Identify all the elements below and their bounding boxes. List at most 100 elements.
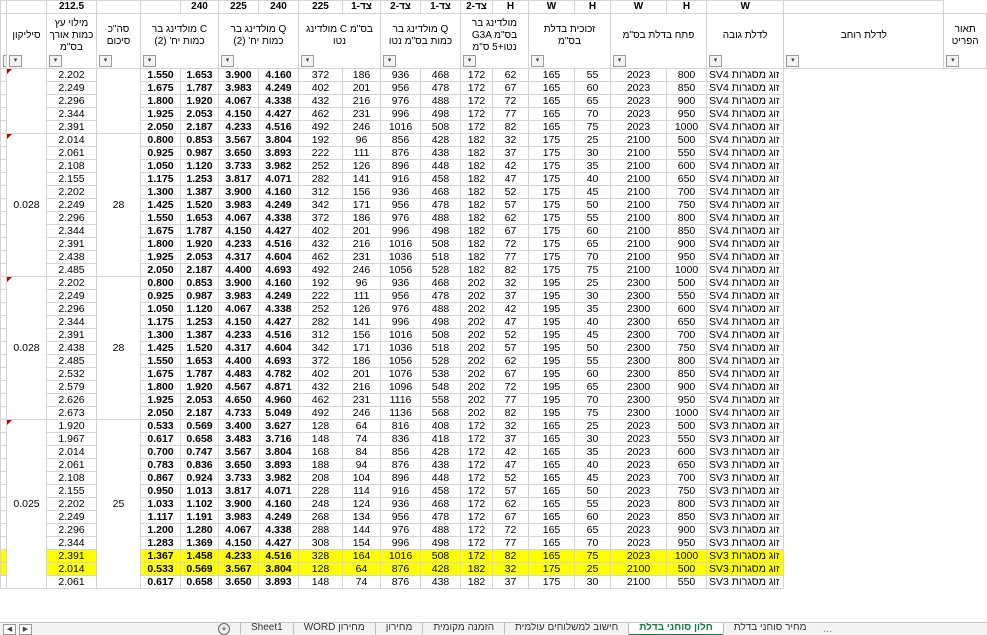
value-cell[interactable]: 1096 — [380, 380, 421, 394]
value-cell[interactable]: 548 — [420, 380, 461, 394]
milui-cell[interactable]: 2.202 — [46, 185, 97, 199]
value-cell[interactable]: 172 — [460, 497, 493, 511]
header-seh_siqum[interactable]: סה"כ סיכום ▾ — [96, 13, 141, 69]
spreadsheet-grid[interactable]: 212.5240225240225צד-1צד-2צד-1צד-2HWHWHW▾… — [0, 0, 987, 622]
top-cell[interactable] — [6, 0, 47, 14]
value-cell[interactable]: 77 — [492, 536, 529, 550]
value-cell[interactable]: 2.053 — [180, 107, 219, 121]
value-cell[interactable]: 141 — [342, 315, 381, 329]
value-cell[interactable]: 750 — [666, 341, 707, 355]
description-cell[interactable]: זוג מסגרות SV4 — [705, 328, 785, 342]
value-cell[interactable]: 182 — [460, 224, 493, 238]
value-cell[interactable]: 60 — [574, 367, 611, 381]
value-cell[interactable]: 508 — [420, 549, 461, 563]
value-cell[interactable]: 25 — [574, 419, 611, 433]
value-cell[interactable]: 550 — [666, 575, 707, 589]
value-cell[interactable]: 950 — [666, 107, 707, 121]
value-cell[interactable]: 201 — [342, 81, 381, 95]
top-cell[interactable]: צד-2 — [460, 0, 493, 14]
value-cell[interactable]: 172 — [460, 81, 493, 95]
value-cell[interactable]: 2.187 — [180, 406, 219, 420]
description-cell[interactable]: זוג מסגרות SV4 — [705, 185, 785, 199]
value-cell[interactable]: 175 — [528, 159, 575, 173]
value-cell[interactable]: 25 — [574, 562, 611, 576]
value-cell[interactable]: 45 — [574, 328, 611, 342]
value-cell[interactable]: 478 — [420, 198, 461, 212]
value-cell[interactable]: 896 — [380, 159, 421, 173]
description-cell[interactable]: זוג מסגרות SV4 — [705, 224, 785, 238]
description-cell[interactable]: זוג מסגרות SV4 — [705, 133, 785, 147]
value-cell[interactable]: 4.604 — [258, 250, 299, 264]
value-cell[interactable]: 2100 — [610, 237, 667, 251]
description-cell[interactable]: זוג מסגרות SV4 — [705, 211, 785, 225]
value-cell[interactable]: 4.960 — [258, 393, 299, 407]
value-cell[interactable]: 4.483 — [218, 367, 259, 381]
value-cell[interactable]: 550 — [666, 146, 707, 160]
value-cell[interactable]: 165 — [528, 445, 575, 459]
value-cell[interactable]: 488 — [420, 211, 461, 225]
value-cell[interactable]: 2300 — [610, 328, 667, 342]
milui-cell[interactable]: 2.579 — [46, 380, 97, 394]
value-cell[interactable]: 182 — [460, 159, 493, 173]
value-cell[interactable]: 2023 — [610, 68, 667, 82]
value-cell[interactable]: 0.924 — [180, 471, 219, 485]
value-cell[interactable]: 900 — [666, 380, 707, 394]
top-cell[interactable]: 240 — [180, 0, 219, 14]
value-cell[interactable]: 182 — [460, 237, 493, 251]
milui-cell[interactable]: 2.296 — [46, 302, 97, 316]
value-cell[interactable]: 0.867 — [140, 471, 181, 485]
value-cell[interactable]: 432 — [298, 94, 343, 108]
description-cell[interactable]: זוג מסגרות SV4 — [705, 406, 785, 420]
value-cell[interactable]: 25 — [574, 276, 611, 290]
value-cell[interactable]: 996 — [380, 224, 421, 238]
milui-cell[interactable]: 2.061 — [46, 146, 97, 160]
value-cell[interactable]: 202 — [460, 354, 493, 368]
value-cell[interactable]: 195 — [528, 367, 575, 381]
value-cell[interactable]: 50 — [574, 341, 611, 355]
value-cell[interactable]: 1000 — [666, 406, 707, 420]
value-cell[interactable]: 77 — [492, 107, 529, 121]
value-cell[interactable]: 4.516 — [258, 549, 299, 563]
sheet-tab[interactable]: חלון סוחני בדלת — [628, 623, 723, 635]
value-cell[interactable]: 165 — [528, 120, 575, 134]
value-cell[interactable]: 57 — [492, 484, 529, 498]
value-cell[interactable]: 141 — [342, 172, 381, 186]
value-cell[interactable]: 144 — [342, 523, 381, 537]
value-cell[interactable]: 84 — [342, 445, 381, 459]
value-cell[interactable]: 312 — [298, 328, 343, 342]
value-cell[interactable]: 1.800 — [140, 380, 181, 394]
value-cell[interactable]: 202 — [460, 328, 493, 342]
value-cell[interactable]: 3.567 — [218, 562, 259, 576]
milui-cell[interactable]: 2.391 — [46, 328, 97, 342]
value-cell[interactable]: 876 — [380, 146, 421, 160]
description-cell[interactable]: זוג מסגרות SV3 — [705, 432, 785, 446]
value-cell[interactable]: 518 — [420, 341, 461, 355]
value-cell[interactable]: 448 — [420, 159, 461, 173]
value-cell[interactable]: 950 — [666, 250, 707, 264]
value-cell[interactable]: 52 — [492, 185, 529, 199]
description-cell[interactable]: זוג מסגרות SV3 — [705, 536, 785, 550]
value-cell[interactable]: 836 — [380, 432, 421, 446]
value-cell[interactable]: 202 — [460, 315, 493, 329]
value-cell[interactable]: 55 — [574, 497, 611, 511]
value-cell[interactable]: 996 — [380, 107, 421, 121]
value-cell[interactable]: 402 — [298, 367, 343, 381]
value-cell[interactable]: 252 — [298, 302, 343, 316]
value-cell[interactable]: 175 — [528, 146, 575, 160]
value-cell[interactable]: 35 — [574, 159, 611, 173]
value-cell[interactable]: 72 — [492, 380, 529, 394]
description-cell[interactable]: זוג מסגרות SV4 — [705, 367, 785, 381]
description-cell[interactable]: זוג מסגרות SV4 — [705, 68, 785, 82]
value-cell[interactable]: 0.925 — [140, 146, 181, 160]
value-cell[interactable]: 4.150 — [218, 315, 259, 329]
description-cell[interactable]: זוג מסגרות SV4 — [705, 159, 785, 173]
value-cell[interactable]: 288 — [298, 523, 343, 537]
value-cell[interactable]: 111 — [342, 289, 381, 303]
value-cell[interactable]: 222 — [298, 146, 343, 160]
header-delet-rochav[interactable]: לדלת רוחב ▾ — [783, 13, 945, 69]
top-cell[interactable]: 225 — [218, 0, 259, 14]
value-cell[interactable]: 3.804 — [258, 445, 299, 459]
value-cell[interactable]: 172 — [460, 94, 493, 108]
value-cell[interactable]: 202 — [460, 393, 493, 407]
value-cell[interactable]: 195 — [528, 302, 575, 316]
